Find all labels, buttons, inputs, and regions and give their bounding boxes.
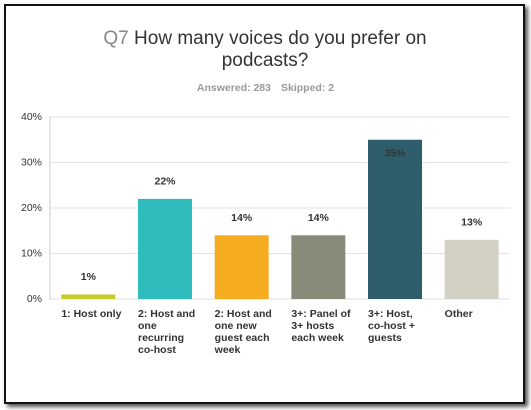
y-tick-label: 10% bbox=[21, 247, 42, 259]
value-label: 14% bbox=[231, 212, 253, 224]
bar bbox=[138, 198, 192, 299]
bar bbox=[444, 239, 499, 299]
subtitle: Answered: 283 Skipped: 2 bbox=[0, 82, 531, 94]
y-tick-label: 20% bbox=[21, 202, 42, 214]
skipped: Skipped: 2 bbox=[281, 82, 335, 94]
bar bbox=[368, 139, 422, 299]
answered: Answered: 283 bbox=[196, 82, 271, 94]
value-label: 22% bbox=[154, 176, 176, 188]
y-tick-label: 40% bbox=[21, 111, 42, 123]
value-label: 1% bbox=[81, 271, 97, 283]
chart-title: How many voices do you prefer on podcast… bbox=[134, 28, 427, 71]
value-label: 14% bbox=[308, 212, 330, 224]
x-tick-label: 3+: Panel of 3+ hosts each week bbox=[291, 308, 351, 344]
value-label: 35% bbox=[384, 148, 406, 160]
title-block: Q7 How many voices do you prefer on podc… bbox=[95, 28, 435, 72]
x-tick-label: 1: Host only bbox=[61, 308, 122, 320]
bar bbox=[61, 294, 116, 299]
frame bbox=[4, 4, 525, 404]
bar bbox=[291, 235, 346, 299]
y-tick-label: 0% bbox=[27, 293, 42, 305]
x-tick-label: 3+: Host, co-host + guests bbox=[368, 308, 415, 344]
x-tick-label: 2: Host and one new guest each week bbox=[214, 308, 272, 356]
question-number: Q7 bbox=[103, 28, 129, 49]
y-tick-label: 30% bbox=[21, 156, 42, 168]
bar bbox=[214, 235, 269, 299]
x-tick-label: 2: Host and one recurring co-host bbox=[138, 308, 196, 356]
value-label: 13% bbox=[461, 217, 483, 229]
x-tick-label: Other bbox=[444, 308, 473, 320]
